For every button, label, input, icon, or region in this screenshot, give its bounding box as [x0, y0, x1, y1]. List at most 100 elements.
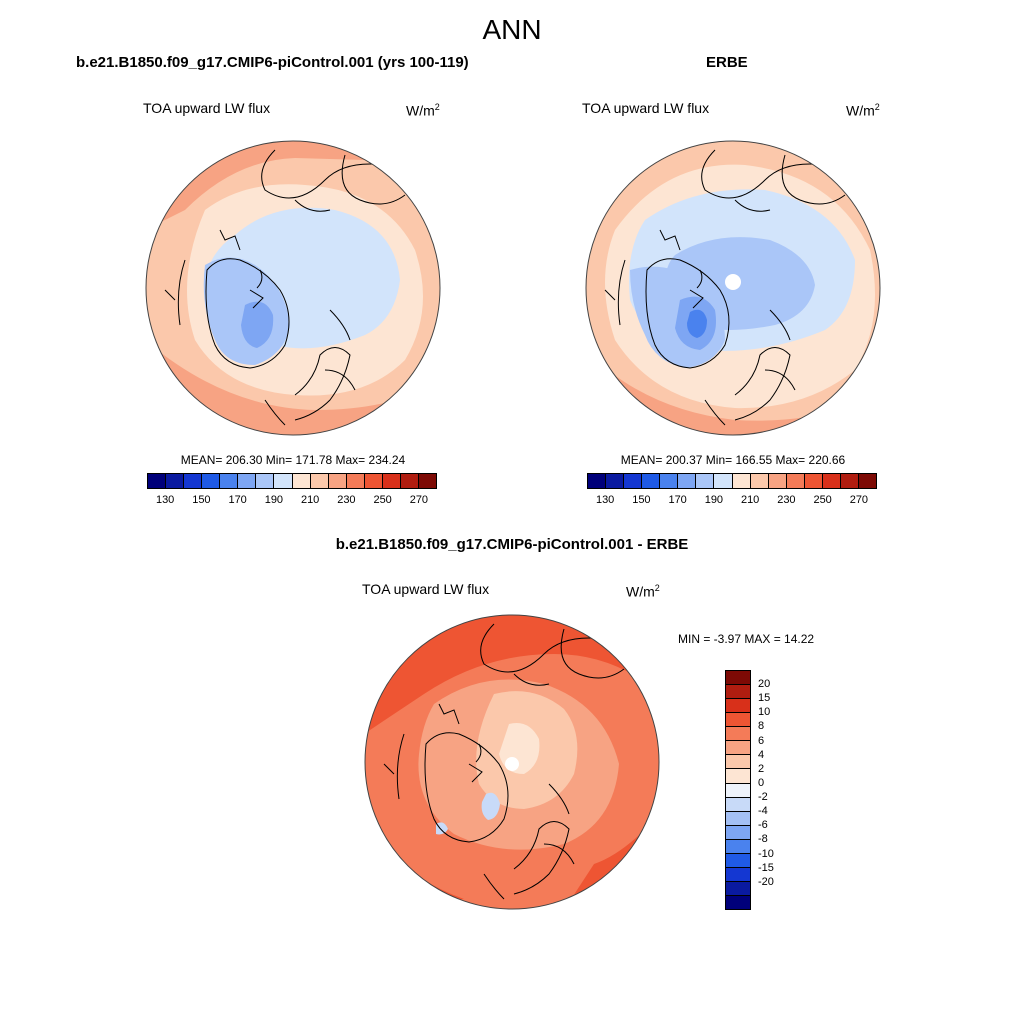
model-colorbar-tick-label: 210	[300, 494, 320, 506]
model-map-border	[145, 140, 441, 436]
diff-colorbar-tick-label: 2	[758, 762, 765, 775]
diff-colorbar-swatch	[726, 769, 750, 784]
diff-colorbar-swatch	[726, 825, 750, 840]
model-colorbar-tick-label: 190	[264, 494, 284, 506]
diff-variable-label: TOA upward LW flux	[362, 581, 490, 597]
obs-colorbar-tick-label: 270	[849, 494, 869, 506]
model-colorbar-tick-label: 150	[192, 494, 211, 506]
obs-colorbar-swatch	[786, 474, 805, 488]
model-panel-title: b.e21.B1850.f09_g17.CMIP6-piControl.001 …	[76, 54, 469, 71]
obs-colorbar-swatch	[804, 474, 823, 488]
diff-colorbar-swatch	[726, 797, 750, 812]
obs-colorbar-swatch	[822, 474, 841, 488]
obs-colorbar-swatch	[678, 474, 697, 488]
model-polar-map	[145, 140, 441, 436]
diff-polar-map	[364, 614, 660, 910]
diff-colorbar-swatch	[726, 881, 750, 896]
diff-colorbar-tick-label: -4	[758, 805, 768, 818]
model-colorbar-tick-label: 170	[228, 494, 247, 506]
diff-colorbar-swatch	[726, 671, 750, 686]
obs-colorbar-swatch	[588, 474, 607, 488]
model-colorbar-swatch	[292, 474, 311, 488]
model-colorbar-swatch	[202, 474, 221, 488]
model-colorbar-swatch	[274, 474, 293, 488]
obs-unit-label: W/m2	[846, 102, 880, 119]
diff-colorbar-swatch	[726, 811, 750, 826]
diff-colorbar-tick-label: 6	[758, 734, 765, 747]
model-colorbar-swatch	[400, 474, 419, 488]
diff-colorbar-ticks: 20 15 10 8 6 4 2 0 -2 -4 -6 -8 -10 -15 -20	[758, 670, 798, 910]
obs-colorbar-tick-label: 190	[704, 494, 724, 506]
obs-colorbar-tick-label: 150	[632, 494, 651, 506]
model-colorbar-swatch	[346, 474, 365, 488]
diff-map-border	[364, 614, 660, 910]
figure-title: ANN	[482, 14, 542, 45]
model-stats: MEAN= 206.30 Min= 171.78 Max= 234.24	[180, 453, 406, 467]
diff-colorbar-tick-label: -10	[758, 847, 774, 860]
diff-colorbar-tick-label: 0	[758, 776, 765, 789]
model-colorbar-swatch	[364, 474, 383, 488]
diff-colorbar-tick-label: 20	[758, 678, 771, 691]
diff-colorbar-swatch	[726, 685, 750, 700]
diff-contour-fill	[365, 615, 659, 909]
model-colorbar-swatch	[256, 474, 275, 488]
obs-stats: MEAN= 200.37 Min= 166.55 Max= 220.66	[620, 453, 846, 467]
obs-colorbar-tick-label: 210	[740, 494, 760, 506]
diff-colorbar-swatch	[726, 741, 750, 756]
model-colorbar-swatch	[166, 474, 185, 488]
diff-panel-title: b.e21.B1850.f09_g17.CMIP6-piControl.001 …	[335, 536, 689, 553]
diff-colorbar-swatch	[726, 839, 750, 854]
diff-colorbar-tick-label: 10	[758, 706, 771, 719]
obs-polar-map	[585, 140, 881, 436]
diff-stats: MIN = -3.97 MAX = 14.22	[678, 632, 815, 646]
obs-colorbar-swatch	[768, 474, 787, 488]
obs-variable-label: TOA upward LW flux	[582, 100, 710, 116]
diff-colorbar-swatch	[726, 699, 750, 714]
diff-colorbar-tick-label: -20	[758, 875, 774, 888]
obs-colorbar-swatch	[858, 474, 876, 488]
diff-coastlines	[383, 623, 625, 900]
diff-colorbar-tick-label: 15	[758, 692, 771, 705]
model-colorbar-swatch	[310, 474, 329, 488]
obs-colorbar-tick-label: 170	[668, 494, 687, 506]
model-variable-label: TOA upward LW flux	[143, 100, 271, 116]
model-unit-label: W/m2	[406, 102, 440, 119]
diff-colorbar-swatch	[726, 896, 750, 910]
model-contour-fill	[146, 141, 440, 435]
diff-colorbar-tick-label: -2	[758, 791, 768, 804]
model-colorbar-tick-label: 250	[373, 494, 392, 506]
diff-colorbar-swatch	[726, 727, 750, 742]
obs-colorbar-swatch	[624, 474, 643, 488]
model-colorbar-swatch	[328, 474, 347, 488]
model-colorbar-swatch	[418, 474, 436, 488]
diff-colorbar-tick-label: 8	[758, 720, 765, 733]
diff-unit-label: W/m2	[626, 583, 660, 600]
model-colorbar	[147, 473, 437, 489]
obs-colorbar-swatch	[642, 474, 661, 488]
model-coastlines	[164, 149, 406, 426]
diff-colorbar-swatch	[726, 755, 750, 770]
diff-colorbar-swatch	[726, 783, 750, 798]
obs-colorbar-tick-label: 230	[777, 494, 796, 506]
obs-colorbar-swatch	[660, 474, 679, 488]
diff-colorbar-swatch	[726, 867, 750, 882]
model-colorbar-swatch	[238, 474, 257, 488]
obs-contour-fill	[586, 141, 880, 435]
obs-panel-title: ERBE	[706, 54, 748, 71]
obs-colorbar-ticks: 130 150 170 190 210 230 250 270	[587, 494, 877, 508]
diff-colorbar-tick-label: -6	[758, 819, 768, 832]
model-colorbar-tick-label: 230	[337, 494, 356, 506]
obs-map-border	[585, 140, 881, 436]
obs-colorbar-swatch	[714, 474, 733, 488]
diff-colorbar	[725, 670, 751, 910]
obs-colorbar-swatch	[732, 474, 751, 488]
model-colorbar-swatch	[220, 474, 239, 488]
diff-colorbar-tick-label: -8	[758, 833, 768, 846]
obs-coastlines	[604, 149, 846, 426]
model-colorbar-swatch	[184, 474, 203, 488]
model-colorbar-swatch	[382, 474, 401, 488]
obs-colorbar-swatch	[696, 474, 715, 488]
diff-colorbar-tick-label: 4	[758, 748, 765, 761]
obs-colorbar-tick-label: 250	[813, 494, 832, 506]
obs-colorbar-swatch	[750, 474, 769, 488]
